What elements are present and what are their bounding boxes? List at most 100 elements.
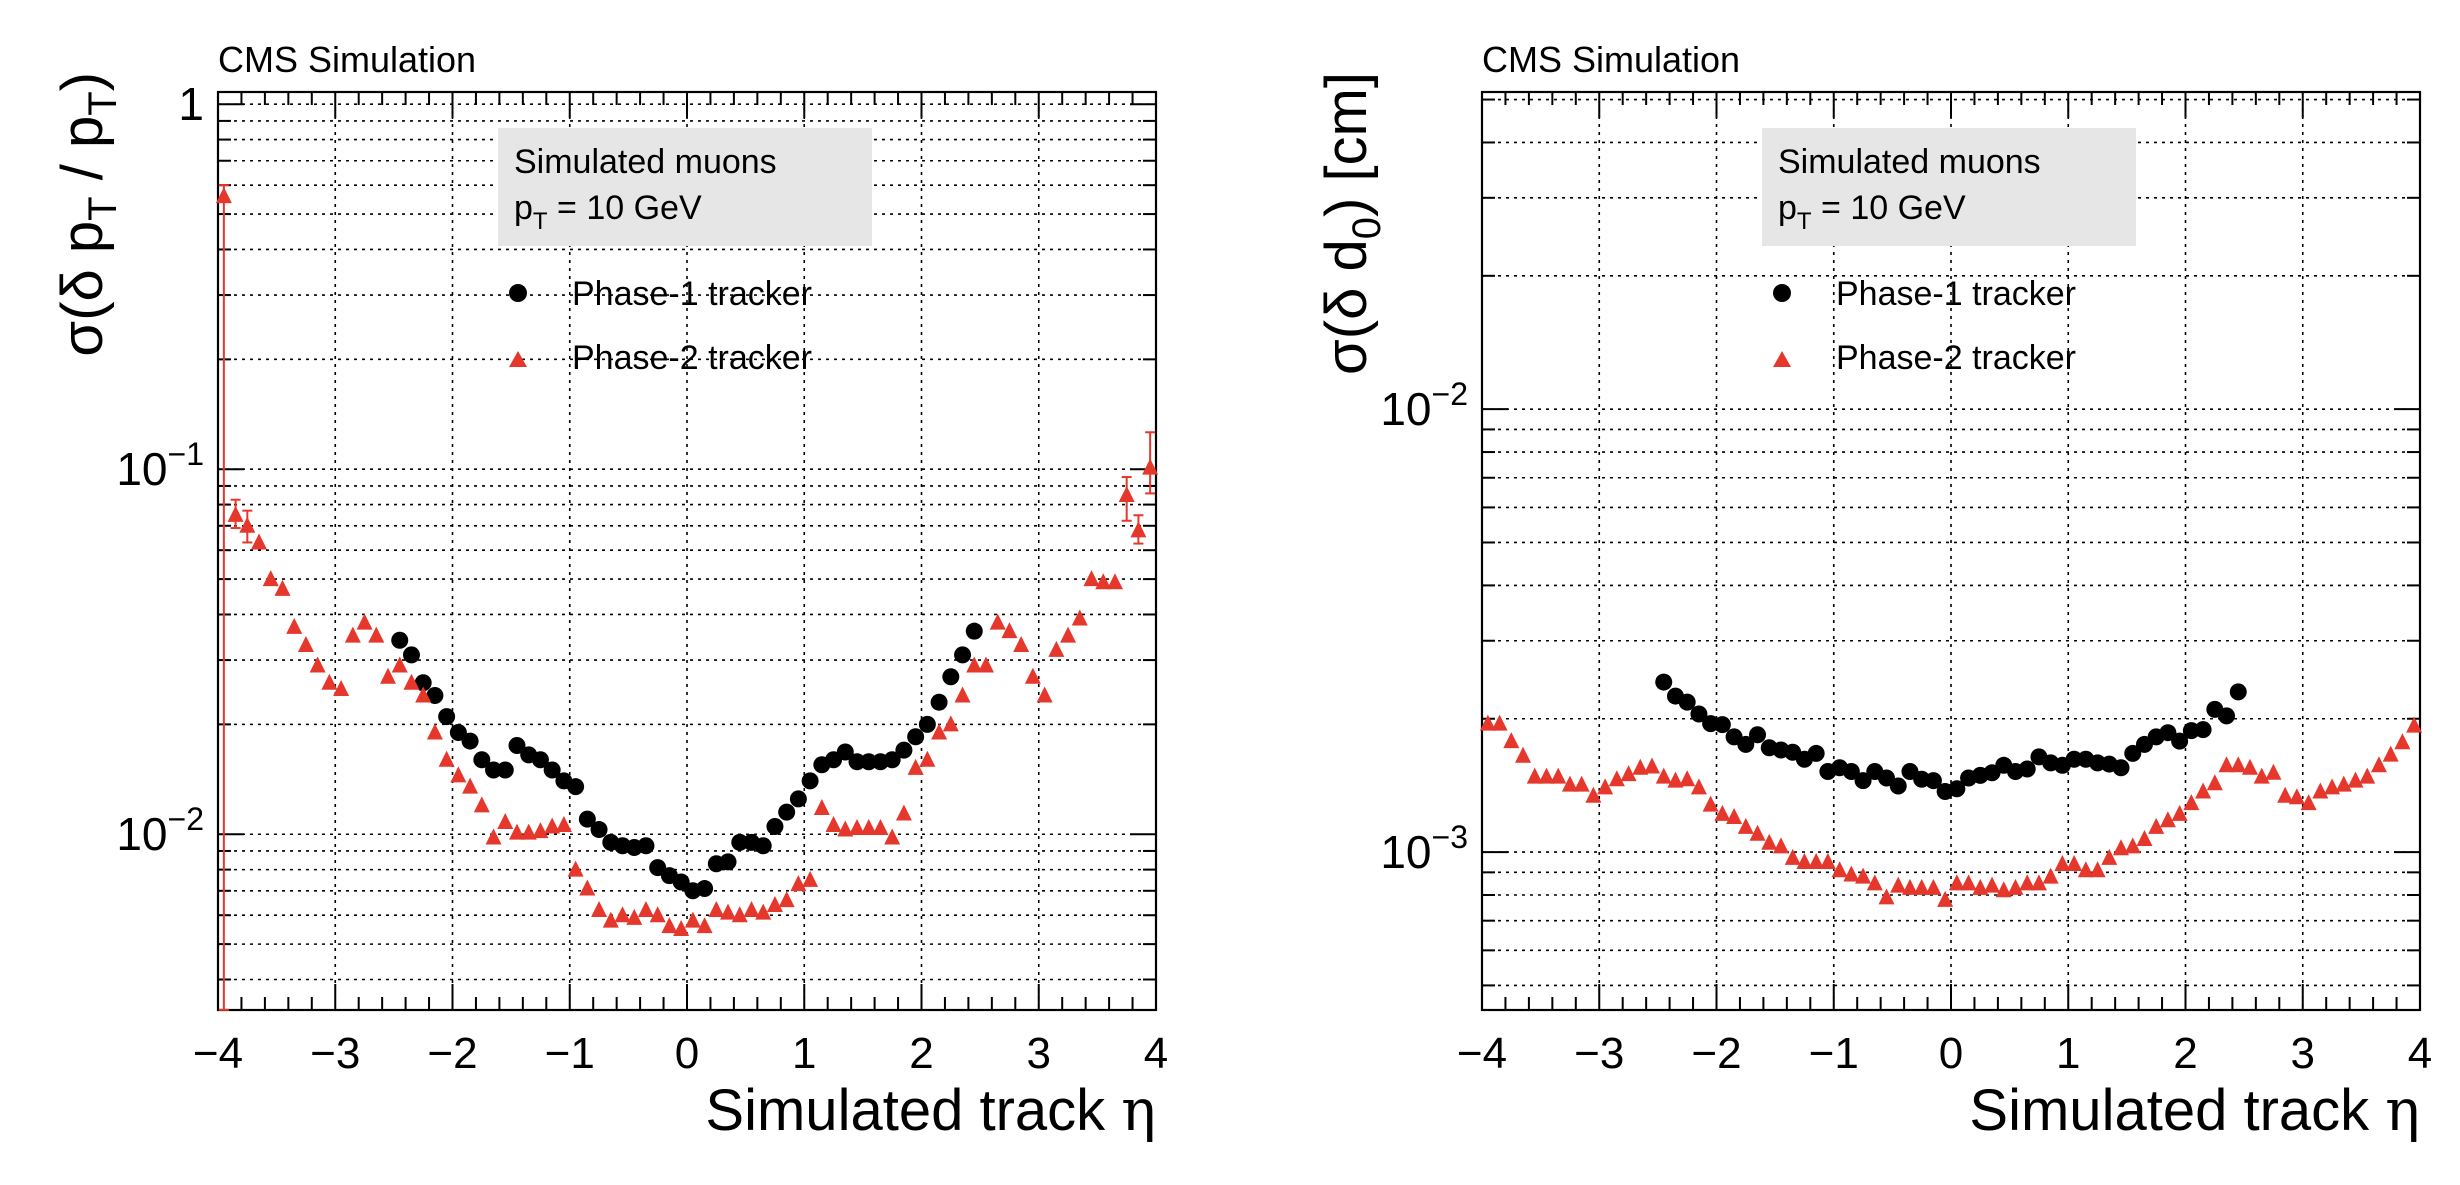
phase2-data-point (1948, 874, 1965, 891)
phase2-data-point (825, 816, 842, 833)
phase2-data-point (2277, 786, 2294, 803)
phase1-data-point (1924, 772, 1942, 790)
phase2-data-point (919, 750, 936, 767)
phase1-data-point (567, 778, 585, 796)
right-legend-triangle-marker (1773, 351, 1791, 367)
y-tick-label: 10−2 (116, 801, 204, 860)
phase2-data-point (1796, 852, 1813, 869)
phase2-data-point (2359, 767, 2376, 784)
phase2-data-point (884, 828, 901, 845)
y-tick-label: 1 (178, 78, 204, 130)
phase2-data-point (778, 891, 795, 908)
phase2-data-point (333, 679, 350, 696)
phase2-data-point (1960, 874, 1977, 891)
phase1-data-point (778, 803, 796, 821)
phase2-data-point (380, 667, 397, 684)
phase2-data-point (262, 570, 279, 587)
phase2-data-point (321, 673, 338, 690)
right-ticks (1481, 92, 2421, 1010)
phase2-data-point (942, 715, 959, 732)
right-legend-circle-marker (1773, 284, 1791, 302)
phase1-data-point (965, 622, 983, 640)
phase1-data-point (672, 873, 690, 891)
phase2-data-point (309, 656, 326, 673)
phase2-data-point (2171, 804, 2188, 821)
phase2-data-point (696, 917, 713, 934)
phase2-data-point (2101, 848, 2118, 865)
phase2-data-point (2030, 874, 2047, 891)
phase2-data-point (649, 906, 666, 923)
phase2-data-point (1491, 714, 1508, 731)
phase1-data-point (1749, 726, 1767, 744)
phase2-data-point (2019, 874, 2036, 891)
phase2-data-point (2324, 778, 2341, 795)
phase2-data-point (2312, 782, 2329, 799)
phase1-data-point (461, 732, 479, 750)
phase1-data-point (391, 631, 409, 649)
phase1-data-point (848, 753, 866, 771)
phase2-data-point (438, 750, 455, 767)
phase2-data-point (895, 804, 912, 821)
phase2-data-point (2300, 794, 2317, 811)
phase2-data-point (1772, 837, 1789, 854)
phase1-data-point (954, 646, 972, 664)
phase2-data-point (497, 813, 514, 830)
phase2-data-point (1901, 878, 1918, 895)
phase2-data-point (251, 533, 268, 550)
phase2-data-point (1749, 824, 1766, 841)
phase2-data-point (2253, 767, 2270, 784)
phase1-data-point (2112, 759, 2130, 777)
phase2-data-point (790, 875, 807, 892)
phase1-data-point (402, 646, 420, 664)
phase2-data-point (1060, 626, 1077, 643)
x-tick-label: −4 (1457, 1029, 1507, 1078)
left-legend-triangle-marker (509, 351, 527, 367)
phase2-data-point (661, 917, 678, 934)
x-tick-label: 3 (1027, 1029, 1051, 1078)
x-tick-label: 1 (2056, 1029, 2080, 1078)
phase2-data-point (837, 820, 854, 837)
y-tick-label: 10−2 (1380, 376, 1468, 435)
phase2-data-point (485, 828, 502, 845)
phase2-data-point (720, 903, 737, 920)
phase2-data-point (239, 516, 256, 533)
phase2-data-point (1597, 778, 1614, 795)
phase2-data-point (1573, 775, 1590, 792)
phase2-data-point (1714, 804, 1731, 821)
right-info-line1: Simulated muons (1778, 143, 2041, 181)
phase1-data-point (578, 810, 596, 828)
phase2-data-point (297, 635, 314, 652)
phase2-data-point (1655, 767, 1672, 784)
phase2-data-point (2241, 758, 2258, 775)
phase2-data-point (602, 911, 619, 928)
right-legend-phase1-label: Phase-1 tracker (1836, 275, 2076, 313)
phase2-data-point (966, 656, 983, 673)
x-tick-label: 1 (792, 1029, 816, 1078)
right-legend-phase2-label: Phase-2 tracker (1836, 339, 2076, 377)
phase1-data-point (449, 723, 467, 741)
phase2-data-point (743, 901, 760, 918)
phase2-data-point (1024, 667, 1041, 684)
left-info-box (498, 128, 872, 246)
phase2-data-point (1667, 771, 1684, 788)
phase2-data-point (1515, 746, 1532, 763)
phase2-data-point (520, 823, 537, 840)
phase1-data-point (543, 761, 561, 779)
phase1-data-point (2065, 750, 2083, 768)
phase2-data-point (1866, 874, 1883, 891)
phase2-data-point (755, 903, 772, 920)
x-tick-label: −4 (193, 1029, 243, 1078)
phase1-data-point (754, 837, 772, 855)
x-tick-label: −3 (310, 1029, 360, 1078)
phase1-data-point (496, 761, 514, 779)
phase2-data-point (1106, 573, 1123, 590)
phase1-data-point (731, 833, 749, 851)
phase2-data-point (2113, 839, 2130, 856)
phase2-data-point (2335, 775, 2352, 792)
y-tick-label: 10−1 (116, 436, 204, 495)
phase1-data-point (789, 790, 807, 808)
x-tick-label: −1 (545, 1029, 595, 1078)
phase2-data-point (2206, 774, 2223, 791)
x-tick-label: −3 (1574, 1029, 1624, 1078)
